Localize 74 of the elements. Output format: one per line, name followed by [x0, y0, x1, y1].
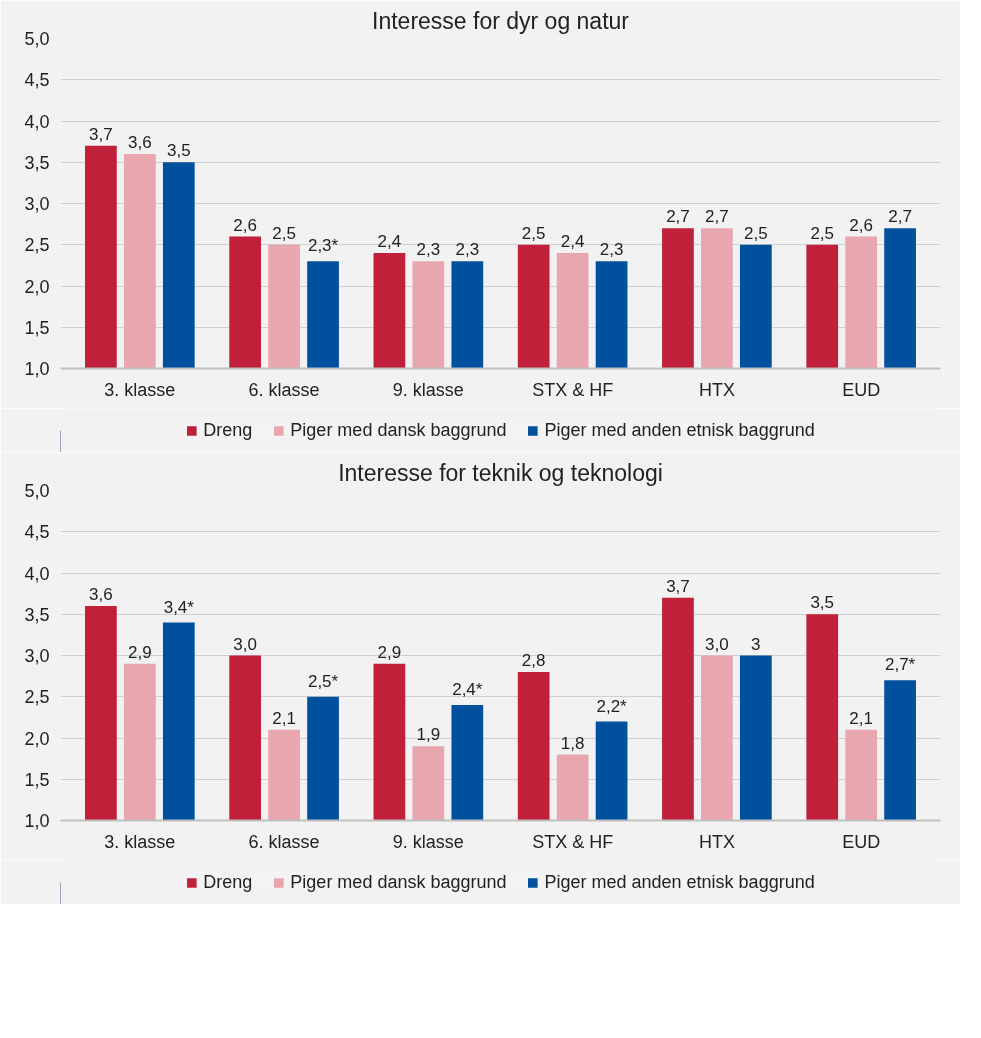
- x-tick-label: HTX: [698, 831, 735, 852]
- data-label: 2,8: [521, 651, 546, 670]
- data-label: 2,4: [560, 232, 585, 251]
- y-tick-label: 5,0: [24, 29, 50, 49]
- data-label: 2,7: [666, 207, 690, 227]
- y-tick-label: 1,5: [24, 317, 50, 338]
- data-label: 3,6: [128, 133, 152, 152]
- data-label: 2,3*: [307, 236, 339, 256]
- legend-label: Piger med dansk baggrund: [290, 419, 507, 441]
- data-label: 2,6: [849, 215, 873, 235]
- y-tick-label: 3,0: [24, 194, 50, 214]
- y-tick-label: 4,0: [24, 111, 50, 132]
- y-tick-label: 4,5: [24, 70, 50, 91]
- y-tick-label: 2,5: [24, 235, 50, 256]
- x-tick-label: HTX: [698, 379, 735, 400]
- y-tick-label: 1,0: [24, 359, 50, 379]
- data-label: 2,7: [888, 207, 912, 227]
- y-tick-label: 3,5: [24, 152, 50, 173]
- x-tick-label: 3. klasse: [104, 379, 176, 400]
- data-label: 2,5: [521, 223, 546, 243]
- data-label: 2,3: [416, 240, 441, 260]
- data-label: 3,0: [233, 634, 257, 654]
- data-label: 2,4: [377, 232, 402, 251]
- legend-label: Piger med dansk baggrund: [290, 871, 507, 893]
- data-label: 2,5*: [307, 671, 339, 691]
- data-label: 2,7: [705, 207, 729, 227]
- x-tick-label: 6. klasse: [248, 831, 320, 852]
- data-label: 2,2*: [596, 696, 628, 716]
- x-tick-label: 6. klasse: [248, 379, 320, 400]
- data-label: 2,5: [810, 223, 835, 243]
- data-label: 2,1: [849, 708, 873, 728]
- data-label: 1,9: [416, 725, 441, 745]
- legend-label: Dreng: [203, 419, 253, 441]
- x-tick-label: 9. klasse: [392, 831, 464, 852]
- data-label: 3,7: [666, 576, 690, 596]
- data-label: 3,5: [166, 141, 191, 161]
- data-label: 2,9: [128, 642, 152, 662]
- x-tick-label: STX & HF: [532, 379, 614, 400]
- data-label: 2,3: [455, 240, 480, 260]
- x-tick-label: 3. klasse: [104, 831, 176, 852]
- data-label: 1,8: [560, 733, 585, 753]
- data-label: 3,6: [89, 585, 113, 604]
- x-tick-label: STX & HF: [532, 831, 614, 852]
- y-tick-label: 2,0: [24, 276, 50, 297]
- x-tick-label: EUD: [842, 379, 881, 400]
- data-label: 2,5: [744, 223, 768, 243]
- y-tick-label: 5,0: [24, 481, 50, 501]
- data-label: 3,7: [89, 124, 113, 144]
- data-label: 3,5: [810, 593, 835, 613]
- y-tick-label: 3,0: [24, 646, 50, 666]
- x-tick-label: 9. klasse: [392, 379, 464, 400]
- chart-title: Interesse for teknik og teknologi: [338, 459, 663, 486]
- data-label: 2,7*: [884, 655, 916, 675]
- y-tick-label: 1,0: [24, 811, 50, 831]
- y-tick-label: 4,0: [24, 563, 50, 584]
- data-label: 2,4*: [452, 680, 483, 699]
- y-tick-label: 2,5: [24, 687, 50, 708]
- data-label: 2,5: [272, 223, 296, 243]
- y-tick-label: 1,5: [24, 769, 50, 790]
- data-label: 2,1: [272, 708, 296, 728]
- y-tick-label: 3,5: [24, 604, 50, 625]
- x-tick-label: EUD: [842, 831, 881, 852]
- legend-label: Piger med anden etnisk baggrund: [544, 419, 815, 441]
- y-tick-label: 4,5: [24, 522, 50, 543]
- data-label: 2,9: [377, 642, 402, 662]
- legend-label: Dreng: [203, 871, 253, 893]
- data-label: 3,4*: [163, 597, 195, 617]
- legend-label: Piger med anden etnisk baggrund: [544, 871, 815, 893]
- chart-title: Interesse for dyr og natur: [372, 7, 630, 34]
- data-label: 3: [751, 634, 761, 654]
- y-tick-label: 2,0: [24, 728, 50, 749]
- data-label: 3,0: [705, 634, 729, 654]
- data-label: 2,6: [233, 215, 257, 235]
- data-label: 2,3: [599, 240, 624, 260]
